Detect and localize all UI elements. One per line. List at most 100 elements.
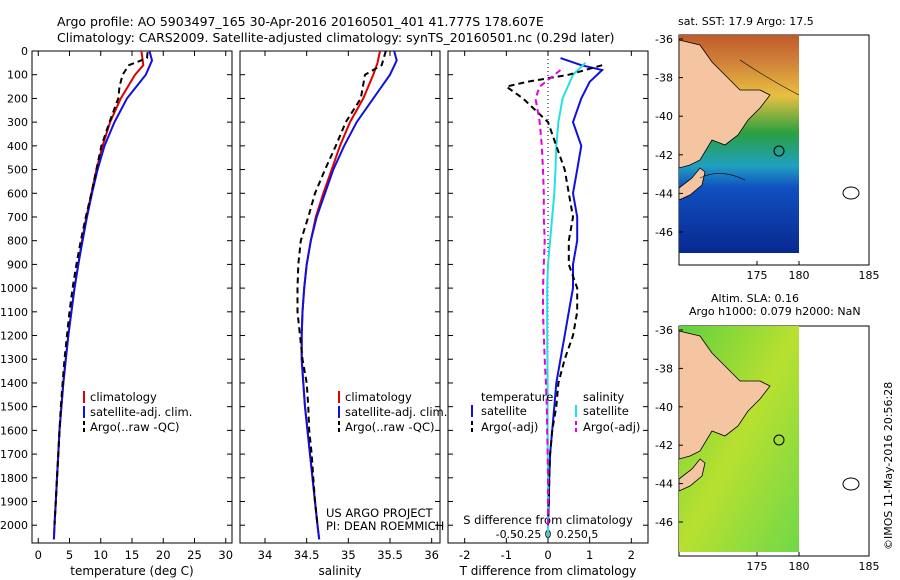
legend-argo-label: Argo(..raw -QC) xyxy=(90,420,180,434)
legend-difference: temperature salinity satellite Argo(-adj… xyxy=(471,390,640,434)
x-tick-label: 0 xyxy=(35,548,42,562)
x-tick-label: 15 xyxy=(125,548,140,562)
x-tick-label: 1 xyxy=(586,548,593,562)
x-tick-label: 0 xyxy=(544,548,551,562)
y-tick-label: 200 xyxy=(7,92,28,105)
map-y-tick-label: -44 xyxy=(655,478,673,491)
sla-map: Altim. SLA: 0.16 Argo h1000: 0.079 h2000… xyxy=(655,292,879,573)
map-y-tick-label: -44 xyxy=(655,187,673,200)
map-y-tick-label: -40 xyxy=(655,401,673,414)
legend-temperature: climatology satellite-adj. clim. Argo(..… xyxy=(83,390,192,434)
legend-temperature-heading: temperature xyxy=(481,390,553,404)
header-line-2: Climatology: CARS2009. Satellite-adjuste… xyxy=(57,30,614,45)
series-line xyxy=(300,50,398,540)
top-tick-label: 0.25 xyxy=(557,528,582,541)
x-tick-label: 35.5 xyxy=(377,548,403,562)
header-line-1: Argo profile: AO 5903497_165 30-Apr-2016… xyxy=(57,14,544,29)
legend-sal-argo-label: Argo(-adj) xyxy=(583,420,640,434)
legend-satellite-label: satellite-adj. clim. xyxy=(345,405,447,419)
y-tick-label: 500 xyxy=(7,164,28,177)
map-y-tick-label: -46 xyxy=(655,226,673,239)
temperature-profile-panel: 0 5 10 15 20 25 300100200300400500600700800900… xyxy=(0,45,233,578)
timestamp-stamp: ©IMOS 11-May-2016 20:56:28 xyxy=(882,382,895,550)
sla-map-title-1: Altim. SLA: 0.16 xyxy=(711,292,799,305)
y-tick-label: 1000 xyxy=(0,282,28,295)
y-tick-label: 1800 xyxy=(0,472,28,485)
x-tick-label: 10 xyxy=(93,548,108,562)
y-tick-label: 1100 xyxy=(0,306,28,319)
map-x-tick-label: 175 xyxy=(747,269,768,282)
x-tick-label: -1 xyxy=(501,548,512,562)
y-tick-label: 300 xyxy=(7,116,28,129)
legend-temp-satellite-label: satellite xyxy=(481,404,527,418)
y-tick-label: 1400 xyxy=(0,377,28,390)
legend-satellite-label: satellite-adj. clim. xyxy=(90,405,192,419)
y-tick-label: 1500 xyxy=(0,401,28,414)
legend-sal-satellite-label: satellite xyxy=(583,404,629,418)
x-tick-label: 35 xyxy=(341,548,356,562)
map-x-tick-label: 185 xyxy=(859,560,880,573)
y-tick-label: 900 xyxy=(7,258,28,271)
x-tick-label: 30 xyxy=(218,548,233,562)
x-axis-label: T difference from climatology xyxy=(459,564,637,578)
legend-climatology-label: climatology xyxy=(345,390,412,404)
top-tick-label: -0.5 xyxy=(496,528,517,541)
plot-frame xyxy=(239,50,441,544)
map-x-tick-label: 180 xyxy=(789,560,810,573)
top-tick-label: 0.5 xyxy=(581,528,599,541)
series-line xyxy=(53,52,149,526)
x-tick-label: 5 xyxy=(66,548,73,562)
map-y-tick-label: -36 xyxy=(655,324,673,337)
map-y-tick-label: -40 xyxy=(655,110,673,123)
y-tick-label: 800 xyxy=(7,235,28,248)
y-tick-label: 0 xyxy=(21,45,28,58)
legend-argo-label: Argo(..raw -QC) xyxy=(345,420,435,434)
x-axis-label: temperature (deg C) xyxy=(70,564,193,578)
x-tick-label: 2 xyxy=(628,548,635,562)
y-tick-label: 1600 xyxy=(0,424,28,437)
map-y-tick-label: -42 xyxy=(655,439,673,452)
y-tick-label: 1200 xyxy=(0,330,28,343)
credit-line-1: US ARGO PROJECT xyxy=(326,506,434,520)
sst-map-title: sat. SST: 17.9 Argo: 17.5 xyxy=(678,15,814,28)
y-tick-label: 1300 xyxy=(0,353,28,366)
x-tick-label: 36 xyxy=(424,548,439,562)
y-tick-label: 700 xyxy=(7,211,28,224)
map-y-tick-label: -38 xyxy=(655,72,673,85)
south-island-land xyxy=(678,167,706,201)
north-island-land-2 xyxy=(678,330,771,460)
map-y-tick-label: -36 xyxy=(655,33,673,46)
y-tick-label: 100 xyxy=(7,69,28,82)
series-line xyxy=(503,64,603,526)
north-island-land xyxy=(678,39,771,169)
series-line xyxy=(546,62,587,538)
y-tick-label: 600 xyxy=(7,187,28,200)
map-x-tick-label: 185 xyxy=(859,269,880,282)
series-line xyxy=(296,50,387,526)
x-axis-label: salinity xyxy=(318,564,361,578)
x-tick-label: 34.5 xyxy=(294,548,320,562)
top-tick-label: -0.25 xyxy=(513,528,541,541)
x-tick-label: 20 xyxy=(156,548,171,562)
legend-salinity: climatology satellite-adj. clim. Argo(..… xyxy=(338,390,447,434)
plot-frame xyxy=(31,50,233,544)
legend-temp-argo-label: Argo(-adj) xyxy=(481,420,538,434)
y-tick-label: 1700 xyxy=(0,448,28,461)
map-y-tick-label: -38 xyxy=(655,362,673,375)
map-x-tick-label: 175 xyxy=(747,560,768,573)
y-tick-label: 2000 xyxy=(0,519,28,532)
map-y-tick-label: -46 xyxy=(655,516,673,529)
x-tick-label: 34 xyxy=(258,548,273,562)
x-tick-label: 25 xyxy=(187,548,202,562)
legend-salinity-heading: salinity xyxy=(583,390,624,404)
map-x-tick-label: 180 xyxy=(789,269,810,282)
credit-line-2: PI: DEAN ROEMMICH xyxy=(326,519,444,533)
legend-climatology-label: climatology xyxy=(90,390,157,404)
x-tick-label: -2 xyxy=(459,548,470,562)
sst-map: sat. SST: 17.9 Argo: 17.5 -3 xyxy=(655,15,879,282)
salinity-profile-panel: 34 34.5 35 35.5 36 salinity xyxy=(239,50,441,578)
y-tick-label: 400 xyxy=(7,140,28,153)
south-island-land-2 xyxy=(678,458,706,492)
